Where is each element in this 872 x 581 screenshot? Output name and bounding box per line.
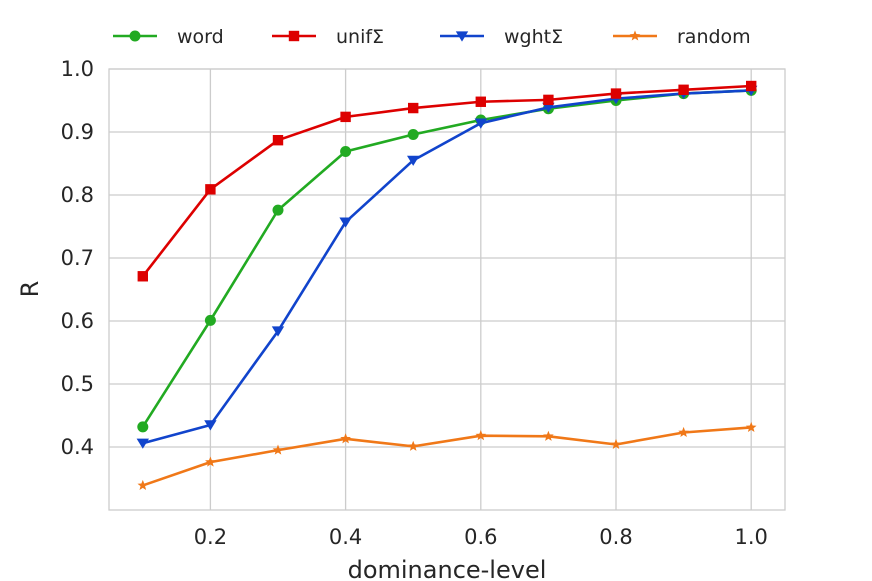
legend-marker (455, 31, 469, 42)
tick-labels: 0.2 0.4 0.6 0.8 1.0 0.4 0.5 0.6 0.7 0.8 0.9 1.0 (61, 57, 768, 549)
data-point (610, 438, 622, 450)
data-point (543, 430, 554, 441)
data-point (204, 420, 217, 431)
y-tick-label: 0.5 (61, 372, 94, 396)
data-point (407, 155, 420, 166)
series-line (141, 84, 752, 278)
series-1 (137, 80, 757, 282)
legend-item: wghtΣ (440, 26, 563, 48)
data-point (137, 479, 149, 490)
data-point (340, 111, 351, 123)
legend-label: word (177, 26, 224, 48)
y-tick-label: 0.9 (61, 120, 94, 144)
y-tick-label: 0.6 (61, 309, 94, 333)
legend-item: word (113, 26, 224, 48)
data-point (136, 438, 149, 449)
legend-label: random (677, 26, 751, 48)
data-point (542, 102, 555, 114)
y-tick-label: 1.0 (61, 57, 94, 81)
plot-frame (108, 68, 786, 511)
data-point (746, 80, 757, 92)
grid (109, 68, 785, 510)
legend-label: unifΣ (336, 26, 384, 48)
data-point (474, 118, 487, 129)
legend-label: wghtΣ (504, 26, 563, 48)
y-tick-label: 0.4 (61, 435, 94, 459)
legend-marker (629, 30, 641, 41)
series-3 (137, 421, 757, 490)
y-tick-label: 0.8 (61, 183, 94, 207)
series-line (142, 426, 752, 487)
data-point (272, 204, 284, 216)
data-point (272, 444, 284, 455)
data-point (137, 421, 149, 433)
legend-item: random (613, 26, 751, 48)
data-point (678, 426, 689, 438)
x-tick-label: 1.0 (734, 525, 767, 549)
x-tick-label: 0.6 (464, 525, 497, 549)
legend-marker (288, 30, 300, 42)
series-2 (136, 85, 758, 449)
legend-item: unifΣ (272, 26, 384, 48)
data-point (610, 88, 622, 99)
data-point (543, 94, 554, 106)
x-tick-label: 0.8 (599, 525, 632, 549)
legend: word unifΣ wghtΣ random (113, 26, 751, 48)
data-point (407, 129, 419, 141)
x-tick-label: 0.2 (194, 525, 227, 549)
data-point (205, 456, 216, 467)
series-layer (136, 80, 758, 490)
data-point (407, 440, 419, 451)
y-axis-label: R (16, 281, 44, 298)
data-point (339, 217, 352, 228)
legend-marker (129, 30, 141, 42)
data-point (745, 421, 757, 432)
x-tick-label: 0.4 (329, 525, 362, 549)
data-point (408, 102, 419, 114)
data-point (340, 433, 351, 444)
data-point (137, 271, 148, 282)
y-tick-label: 0.7 (61, 246, 94, 270)
series-line (142, 89, 752, 445)
data-point (678, 84, 689, 95)
data-point (272, 134, 284, 146)
data-point (204, 314, 216, 326)
data-point (475, 96, 486, 107)
data-point (271, 326, 285, 337)
x-axis-label: dominance-level (348, 556, 547, 581)
data-point (205, 184, 216, 195)
data-point (340, 146, 352, 158)
data-point (475, 430, 487, 441)
